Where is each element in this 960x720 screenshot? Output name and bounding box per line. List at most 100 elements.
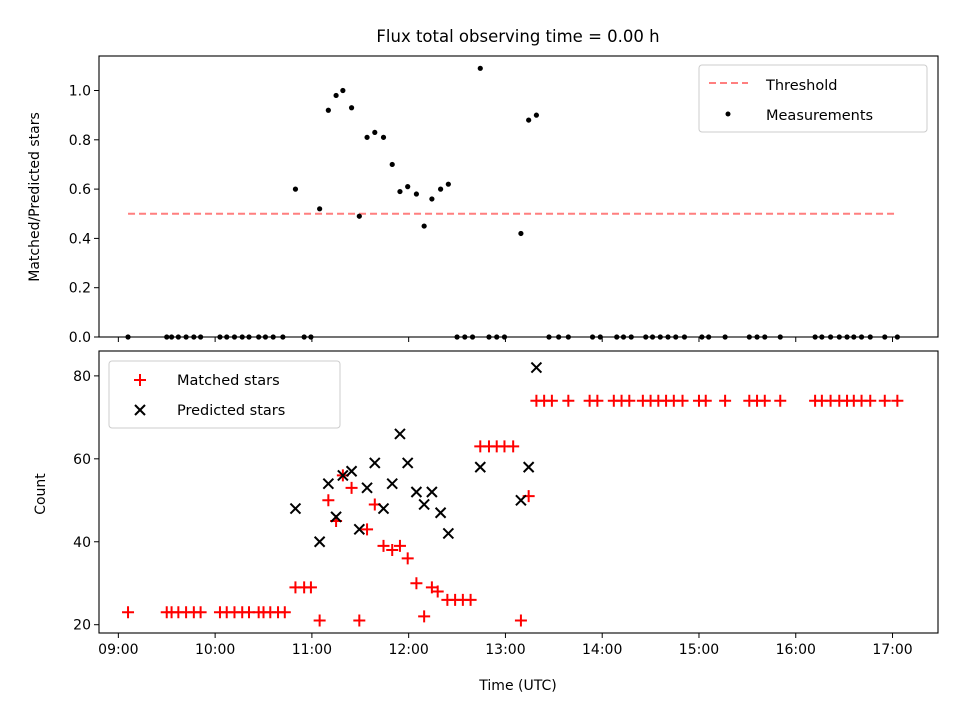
bottom-y-tick-label: 20 [73, 618, 91, 634]
matched-star-point [676, 394, 689, 407]
measurement-point [333, 92, 339, 99]
measurement-point [380, 134, 387, 140]
x-tick-label: 09:00 [98, 642, 138, 658]
matched-star-point [864, 394, 877, 407]
measurement-point [340, 87, 346, 94]
measurement-point [437, 186, 444, 192]
predicted-star-point [345, 465, 358, 477]
top-y-tick-label: 0.2 [69, 281, 91, 297]
matched-star-point [719, 394, 732, 407]
predicted-star-point [515, 494, 527, 507]
bottom-legend: Matched stars Predicted stars [108, 360, 341, 429]
matched-star-point [507, 440, 520, 453]
matched-star-point [774, 394, 787, 407]
matched-star-point [386, 544, 399, 557]
legend-measurements-label: Measurements [766, 108, 873, 124]
bottom-panel: 09:00 10:00 11:00 12:00 13:00 14:00 15:00 16:00… [33, 350, 939, 694]
predicted-star-point [313, 536, 326, 548]
bottom-plot-frame [98, 350, 939, 634]
legend-predicted-label: Predicted stars [177, 403, 285, 419]
top-y-axis-label: Matched/Predicted stars [27, 112, 43, 282]
measurement-point [348, 105, 355, 111]
top-legend: Threshold Measurements [698, 64, 928, 133]
measurement-point [429, 196, 435, 202]
x-tick-label: 11:00 [292, 642, 332, 658]
predicted-star-point [410, 486, 423, 498]
measurement-point [526, 117, 532, 123]
legend-predicted-swatch [134, 404, 146, 416]
predicted-star-point [369, 457, 381, 469]
measurement-point [413, 191, 420, 197]
top-y-tick-label: 0.4 [69, 231, 91, 247]
bottom-legend-box [108, 360, 341, 429]
predicted-star-point [442, 527, 455, 540]
measurement-point [405, 184, 411, 190]
measurement-point [292, 186, 299, 192]
predicted-star-point [418, 498, 430, 511]
matched-star-point [353, 614, 366, 627]
measurement-point [397, 188, 403, 195]
predicted-star-point [330, 511, 342, 523]
predicted-star-point [337, 469, 349, 482]
bottom-y-axis-label: Count [33, 473, 49, 515]
matched-star-point [194, 606, 207, 619]
predicted-star-point [386, 477, 398, 490]
x-tick-label: 13:00 [485, 642, 525, 658]
predicted-star-point [289, 502, 302, 515]
measurement-point [372, 129, 378, 136]
matched-star-point [758, 394, 771, 407]
predicted-star-point [530, 361, 543, 374]
predicted-star-point [322, 477, 335, 490]
matched-star-point [891, 394, 904, 407]
matched-star-point [514, 614, 527, 627]
x-tick-label: 10:00 [195, 642, 235, 658]
legend-matched-label: Matched stars [177, 373, 280, 389]
matched-star-point [313, 614, 326, 627]
top-y-tick-label: 0.8 [69, 133, 91, 149]
bottom-y-tick-label: 40 [73, 535, 91, 551]
predicted-star-point [474, 461, 486, 473]
matched-star-point [699, 394, 712, 407]
matched-star-point [418, 610, 431, 623]
matched-star-point [345, 481, 358, 494]
x-tick-label: 12:00 [388, 642, 428, 658]
predicted-star-point [361, 482, 373, 494]
top-y-tick-label: 0.6 [69, 182, 91, 198]
predicted-star-point [522, 461, 535, 473]
measurement-point [518, 230, 524, 237]
measurement-point [364, 134, 370, 140]
matched-star-point [623, 394, 636, 407]
bottom-y-tick-label: 80 [73, 369, 91, 385]
legend-threshold-label: Threshold [765, 78, 837, 94]
matched-star-point [122, 606, 135, 619]
measurement-point [389, 161, 395, 168]
matched-star-point [591, 394, 604, 407]
measurement-point [445, 181, 451, 187]
chart-title: Flux total observing time = 0.00 h [376, 27, 659, 46]
measurement-point [477, 65, 483, 71]
x-tick-label: 15:00 [679, 642, 719, 658]
legend-measurements-swatch [725, 111, 731, 117]
x-tick-label: 16:00 [776, 642, 816, 658]
predicted-star-point [394, 428, 406, 440]
bottom-y-tick-label: 60 [73, 452, 91, 468]
predicted-star-point [401, 457, 414, 469]
measurement-point [533, 112, 540, 118]
x-tick-label: 14:00 [582, 642, 622, 658]
matched-star-point [545, 394, 558, 407]
matched-star-point [322, 494, 335, 507]
top-y-tick-label: 0.0 [69, 330, 91, 346]
predicted-star-point [434, 507, 447, 519]
predicted-star-point [377, 502, 390, 515]
measurement-point [325, 107, 331, 113]
top-plot-frame [98, 55, 939, 338]
top-y-tick-label: 1.0 [69, 84, 91, 100]
x-tick-label: 17:00 [872, 642, 912, 658]
measurement-point [317, 206, 323, 212]
top-legend-box [698, 64, 928, 133]
matched-star-point [393, 539, 406, 552]
top-panel: 0.0 0.2 0.4 0.6 0.8 1.0 Matched/Predicted sta… [27, 55, 939, 346]
matched-star-point [377, 539, 390, 552]
measurement-point [421, 223, 427, 229]
